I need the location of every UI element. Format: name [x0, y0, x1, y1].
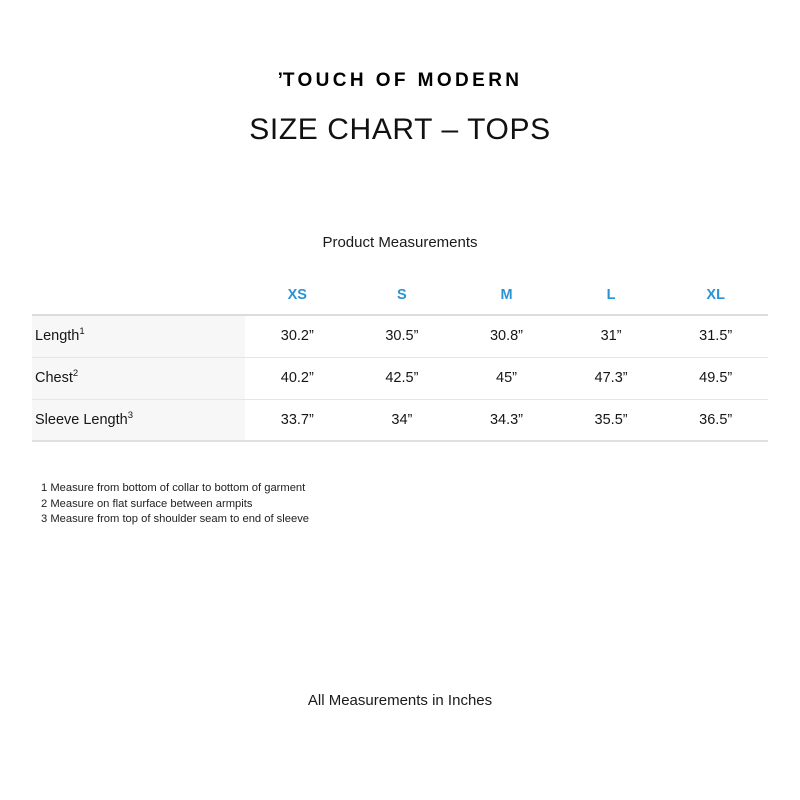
- size-header-l: L: [558, 276, 664, 316]
- cell-length-s: 30.5”: [349, 315, 455, 358]
- size-header-xs: XS: [245, 276, 350, 316]
- page-title: SIZE CHART – TOPS: [249, 113, 551, 146]
- cell-sleeve-length-s: 34”: [349, 399, 455, 442]
- size-chart-table: XS S M L XL Length1 30.2” 30.5” 30.8” 31…: [32, 276, 768, 442]
- cell-sleeve-length-xl: 36.5”: [663, 399, 768, 442]
- table-row: Chest2 40.2” 42.5” 45” 47.3” 49.5”: [32, 357, 768, 400]
- row-label-sleeve-length: Sleeve Length3: [32, 399, 245, 442]
- size-header-m: M: [454, 276, 559, 316]
- cell-chest-xs: 40.2”: [245, 357, 350, 400]
- label-column-header: [32, 276, 245, 316]
- cell-chest-m: 45”: [454, 357, 559, 400]
- cell-length-m: 30.8”: [454, 315, 559, 358]
- cell-sleeve-length-l: 35.5”: [558, 399, 664, 442]
- section-heading: Product Measurements: [322, 234, 478, 251]
- footnote-1: 1 Measure from bottom of collar to botto…: [41, 482, 306, 494]
- cell-chest-xl: 49.5”: [663, 357, 768, 400]
- footnote-marker: 1: [79, 326, 85, 338]
- cell-length-xl: 31.5”: [663, 315, 768, 358]
- brand-tick-mark: ’: [277, 70, 283, 91]
- cell-sleeve-length-xs: 33.7”: [245, 399, 350, 442]
- size-header-xl: XL: [663, 276, 768, 316]
- cell-length-l: 31”: [558, 315, 664, 358]
- footnote-2: 2 Measure on flat surface between armpit…: [41, 497, 253, 510]
- brand-logo: ’TOUCH OF MODERN: [0, 70, 800, 92]
- footnote-marker: 3: [127, 409, 134, 421]
- row-label-text: Length: [35, 328, 80, 345]
- table-row: Sleeve Length3 33.7” 34” 34.3” 35.5” 36.…: [32, 399, 768, 442]
- row-label-text: Chest: [35, 370, 73, 386]
- row-label-text: Sleeve Length: [35, 411, 128, 428]
- footnotes: 1 Measure from bottom of collar to botto…: [41, 481, 309, 528]
- brand-name: TOUCH OF MODERN: [282, 70, 523, 91]
- table-header: XS S M L XL: [32, 276, 768, 316]
- cell-sleeve-length-m: 34.3”: [454, 399, 559, 442]
- row-label-chest: Chest2: [32, 357, 245, 400]
- cell-length-xs: 30.2”: [245, 315, 350, 358]
- footnote-marker: 2: [72, 368, 79, 380]
- table-header-row: XS S M L XL: [32, 276, 768, 316]
- table-row: Length1 30.2” 30.5” 30.8” 31” 31.5”: [32, 315, 768, 358]
- cell-chest-l: 47.3”: [558, 357, 664, 400]
- footnote-3: 3 Measure from top of shoulder seam to e…: [41, 513, 310, 525]
- units-caption: All Measurements in Inches: [307, 692, 493, 709]
- table-body: Length1 30.2” 30.5” 30.8” 31” 31.5” Ches…: [32, 315, 768, 442]
- row-label-length: Length1: [32, 315, 245, 358]
- size-header-s: S: [349, 276, 455, 316]
- cell-chest-s: 42.5”: [349, 357, 455, 400]
